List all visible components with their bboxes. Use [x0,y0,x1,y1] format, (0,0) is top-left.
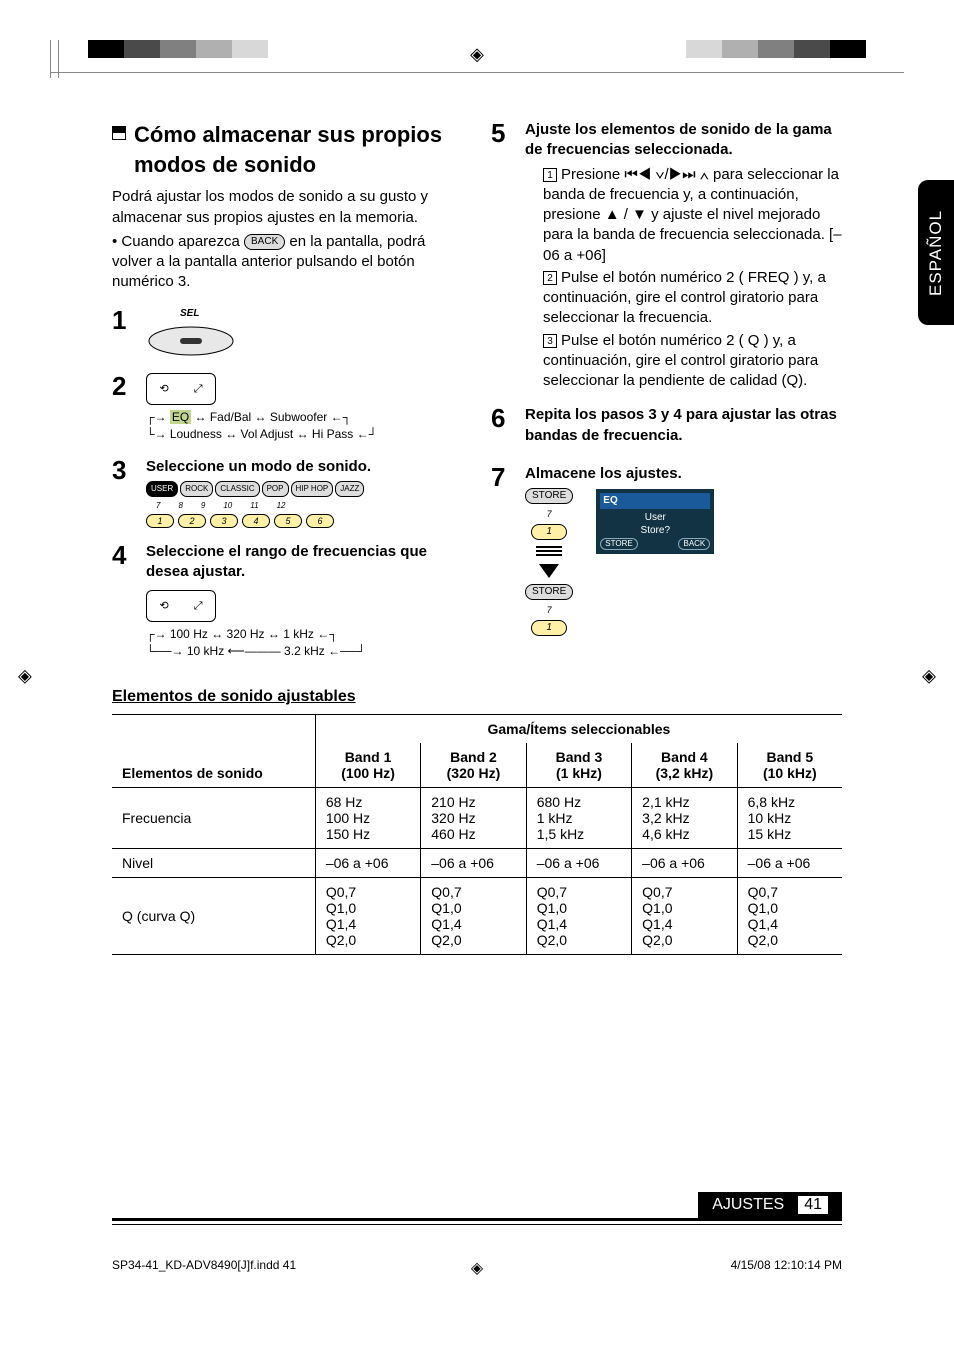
step-number: 2 [112,373,136,443]
register-mark-left: ◈ [18,666,32,687]
table-cell: Q0,7 Q1,0 Q1,4 Q2,0 [421,877,526,954]
table-cell: Q0,7 Q1,0 Q1,4 Q2,0 [632,877,737,954]
step-5: 5 Ajuste los elementos de sonido de la g… [491,120,842,391]
mode-pill: ROCK [180,481,213,497]
section-icon [112,126,126,140]
table-cell: 6,8 kHz 10 kHz 15 kHz [737,787,842,848]
substep: 3Pulse el botón numérico 2 ( Q ) y, a co… [543,331,842,392]
step-3: 3 Seleccione un modo de sonido. USERROCK… [112,457,463,528]
step-title: Ajuste los elementos de sonido de la gam… [525,120,842,161]
table-cell: 210 Hz 320 Hz 460 Hz [421,787,526,848]
step-7: 7 Almacene los ajustes. STORE 7 1 STORE … [491,464,842,637]
table-cell: Q0,7 Q1,0 Q1,4 Q2,0 [315,877,420,954]
table-cell: –06 a +06 [421,848,526,877]
band-header: Band 1(100 Hz) [315,743,420,788]
intro-text: Podrá ajustar los modos de sonido a su g… [112,187,463,228]
table-cell: 2,1 kHz 3,2 kHz 4,6 kHz [632,787,737,848]
mode-dial-graphic: ⟲⤢ [146,590,216,622]
band-header: Band 2(320 Hz) [421,743,526,788]
step-number: 7 [491,464,515,637]
number-buttons: 123456 [146,514,463,528]
step-1: 1 SEL [112,307,463,360]
table-cell: –06 a +06 [737,848,842,877]
substep: 2Pulse el botón numérico 2 ( FREQ ) y, a… [543,268,842,329]
print-meta: SP34-41_KD-ADV8490[J]f.indd 41 ◈ 4/15/08… [112,1258,842,1272]
meta-file: SP34-41_KD-ADV8490[J]f.indd 41 [112,1258,296,1272]
step-number: 1 [112,307,136,360]
mode-pill: HIP HOP [291,481,334,497]
step-title: Seleccione el rango de frecuencias que d… [146,542,463,583]
row-label: Nivel [112,848,315,877]
substep: 1Presione ⏮◀ ∨/▶⏭ ∧ para seleccionar la … [543,165,842,266]
right-column: 5 Ajuste los elementos de sonido de la g… [491,120,842,660]
section-title-text: Cómo almacenar sus propios modos de soni… [134,120,463,179]
store-pill: STORE [525,488,573,504]
bullet-note: • Cuando aparezca BACK en la pantalla, p… [112,232,463,293]
group-header: Gama/Ítems seleccionables [315,714,842,743]
mode-pill: USER [146,481,178,497]
sound-elements-table: Elementos de sonido Gama/Ítems seleccion… [112,714,842,955]
step-title: Repita los pasos 3 y 4 para ajustar las … [525,405,842,446]
register-mark-right: ◈ [922,666,936,687]
mode-dial-graphic: ⟲⤢ [146,373,216,405]
mode-pill-numbers: 789101112 [156,501,463,512]
step-6: 6 Repita los pasos 3 y 4 para ajustar la… [491,405,842,450]
table-cell: –06 a +06 [526,848,631,877]
crop-tick [50,40,51,78]
crop-tick [58,40,59,78]
mode-pills: USERROCKCLASSICPOPHIP HOPJAZZ [146,481,463,497]
footer-label: AJUSTES [712,1196,784,1214]
mode-pill: JAZZ [335,481,364,497]
table-cell: –06 a +06 [632,848,737,877]
page-number: 41 [798,1196,828,1214]
sel-button-graphic [146,324,236,359]
band-header: Band 3(1 kHz) [526,743,631,788]
step-title: Seleccione un modo de sonido. [146,457,463,477]
table-cell: 680 Hz 1 kHz 1,5 kHz [526,787,631,848]
freq-flow-text: ┌→ 100 Hz ↔ 320 Hz ↔ 1 kHz ←┐└──→ 10 kHz… [146,626,463,660]
crop-rule [50,72,904,73]
register-mark-bottom: ◈ [471,1258,483,1278]
left-column: Cómo almacenar sus propios modos de soni… [112,120,463,660]
eq-display: EQ User Store? STOREBACK [595,488,715,555]
page-content: Cómo almacenar sus propios modos de soni… [112,120,842,1182]
table-cell: Q0,7 Q1,0 Q1,4 Q2,0 [737,877,842,954]
step-number: 3 [112,457,136,528]
table-cell: Q0,7 Q1,0 Q1,4 Q2,0 [526,877,631,954]
language-tab: ESPAÑOL [918,180,954,325]
arrow-down-icon [539,564,559,578]
section-title: Cómo almacenar sus propios modos de soni… [112,120,463,179]
eq-flow-text: ┌→ EQ ↔ Fad/Bal ↔ Subwoofer ←┐└→ Loudnes… [146,409,463,443]
meta-timestamp: 4/15/08 12:10:14 PM [731,1258,842,1272]
footer-tag: AJUSTES 41 [698,1192,842,1218]
step-number: 6 [491,405,515,450]
mode-pill: POP [262,481,289,497]
table-heading: Elementos de sonido ajustables [112,688,842,706]
back-pill: BACK [244,234,285,250]
step-4: 4 Seleccione el rango de frecuencias que… [112,542,463,660]
sel-label: SEL [180,307,463,321]
row-label: Q (curva Q) [112,877,315,954]
table-cell: –06 a +06 [315,848,420,877]
mode-pill: CLASSIC [215,481,259,497]
step-2: 2 ⟲⤢ ┌→ EQ ↔ Fad/Bal ↔ Subwoofer ←┐└→ Lo… [112,373,463,443]
store-pill: STORE [525,584,573,600]
row-label: Frecuencia [112,787,315,848]
band-header: Band 5(10 kHz) [737,743,842,788]
col-header: Elementos de sonido [112,714,315,787]
band-header: Band 4(3,2 kHz) [632,743,737,788]
table-cell: 68 Hz 100 Hz 150 Hz [315,787,420,848]
store-sequence: STORE 7 1 STORE 7 1 [525,488,573,636]
step-number: 5 [491,120,515,391]
page-footer: AJUSTES 41 [112,1192,842,1222]
step-number: 4 [112,542,136,660]
pause-lines [536,544,562,558]
step-title: Almacene los ajustes. [525,464,842,484]
register-mark-top: ◈ [470,44,484,65]
